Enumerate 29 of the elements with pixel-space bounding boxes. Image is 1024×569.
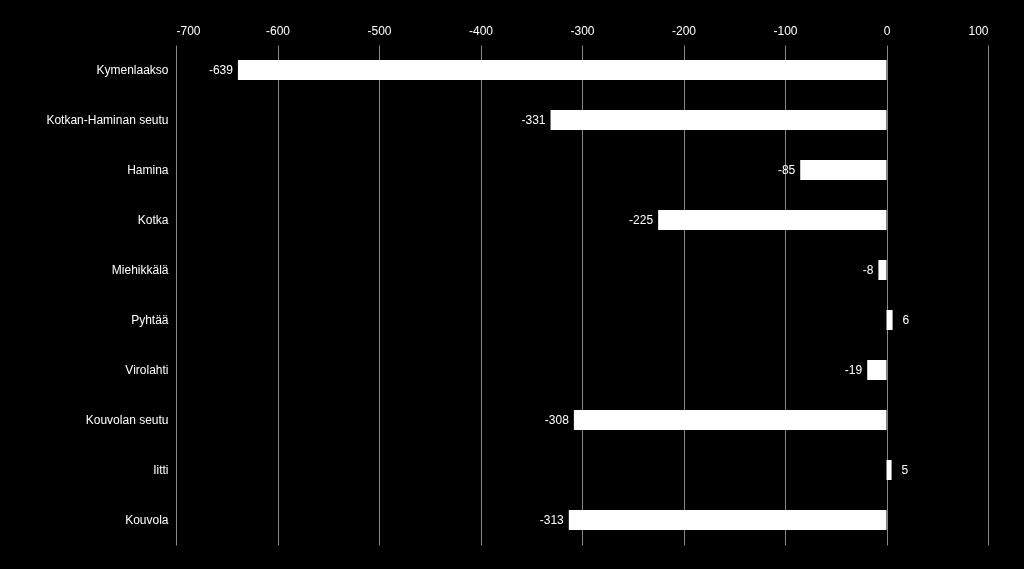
data-label: -313 — [539, 513, 565, 527]
y-tick-label: Virolahti — [125, 363, 169, 377]
x-tick-label: -500 — [367, 23, 392, 38]
x-tick-label: -300 — [570, 23, 595, 38]
data-label: -225 — [629, 213, 654, 227]
data-label: 6 — [902, 313, 910, 327]
data-label: -331 — [521, 113, 546, 127]
x-tick-label: -400 — [468, 23, 494, 38]
data-label: -639 — [208, 63, 234, 77]
y-tick-label: Kouvolan seutu — [85, 413, 169, 427]
x-tick-label: -700 — [176, 23, 201, 38]
x-tick-label: -100 — [773, 23, 798, 38]
y-tick-label: Kotkan-Haminan seutu — [46, 113, 169, 127]
data-label: -85 — [777, 163, 796, 177]
y-tick-label: Pyhtää — [131, 313, 169, 327]
data-label: -8 — [862, 263, 874, 277]
y-tick-label: Kotka — [137, 213, 169, 227]
y-tick-label: Kouvola — [125, 513, 169, 527]
x-tick-label: 0 — [883, 23, 891, 38]
data-label: -308 — [544, 413, 570, 427]
x-tick-label: 100 — [968, 23, 989, 38]
y-tick-label: Miehikkälä — [111, 263, 169, 277]
x-tick-label: -600 — [265, 23, 291, 38]
y-tick-label: Hamina — [127, 163, 169, 177]
data-label: 5 — [901, 463, 909, 477]
x-tick-label: -200 — [671, 23, 697, 38]
y-tick-label: Iitti — [153, 463, 169, 477]
y-tick-label: Kymenlaakso — [96, 63, 169, 77]
data-label: -19 — [844, 363, 863, 377]
